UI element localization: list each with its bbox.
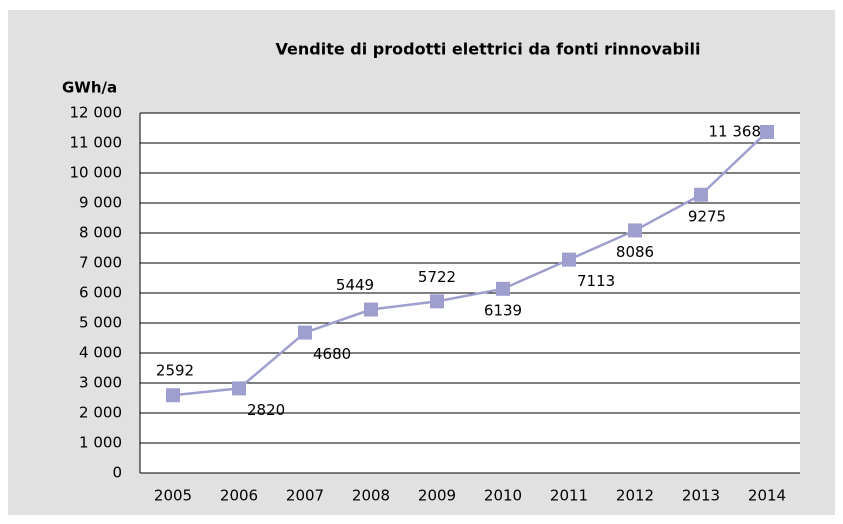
marker (298, 325, 312, 340)
x-tick-label: 2014 (748, 487, 786, 505)
y-axis-label: GWh/a (62, 79, 117, 97)
chart-title: Vendite di prodotti elettrici da fonti r… (276, 40, 701, 59)
y-tick-label: 5 000 (79, 314, 122, 332)
data-label: 6139 (484, 301, 522, 319)
y-tick-label: 6 000 (79, 284, 122, 302)
y-tick-label: 11 000 (70, 134, 123, 152)
data-label: 11 368 (709, 122, 762, 140)
x-tick-label: 2007 (286, 487, 324, 505)
x-tick-label: 2012 (616, 487, 654, 505)
y-tick-label: 9 000 (79, 194, 122, 212)
x-tick-label: 2011 (550, 487, 588, 505)
marker (430, 294, 444, 309)
y-tick-label: 10 000 (70, 164, 123, 182)
x-tick-label: 2008 (352, 487, 390, 505)
data-label: 2820 (247, 401, 285, 419)
y-tick-label: 2 000 (79, 404, 122, 422)
data-label: 2592 (156, 362, 194, 380)
x-tick-label: 2005 (154, 487, 192, 505)
data-label: 8086 (616, 243, 654, 261)
y-tick-label: 8 000 (79, 224, 122, 242)
marker (166, 388, 180, 403)
y-tick-label: 3 000 (79, 374, 122, 392)
x-tick-label: 2006 (220, 487, 258, 505)
marker (694, 187, 708, 202)
marker (562, 252, 576, 267)
series-line (172, 131, 768, 397)
data-label: 5449 (336, 276, 374, 294)
x-tick-label: 2010 (484, 487, 522, 505)
marker (628, 223, 642, 238)
data-label: 5722 (418, 268, 456, 286)
y-tick-label: 1 000 (79, 434, 122, 452)
data-label: 9275 (688, 207, 726, 225)
y-tick-label: 12 000 (70, 104, 123, 122)
y-tick-label: 0 (112, 464, 122, 482)
marker (364, 302, 378, 317)
data-label: 7113 (577, 272, 615, 290)
marker (760, 124, 774, 139)
y-tick-label: 7 000 (79, 254, 122, 272)
x-tick-label: 2009 (418, 487, 456, 505)
marker (496, 281, 510, 296)
data-label: 4680 (313, 345, 351, 363)
y-tick-label: 4 000 (79, 344, 122, 362)
x-tick-label: 2013 (682, 487, 720, 505)
marker (232, 381, 246, 396)
